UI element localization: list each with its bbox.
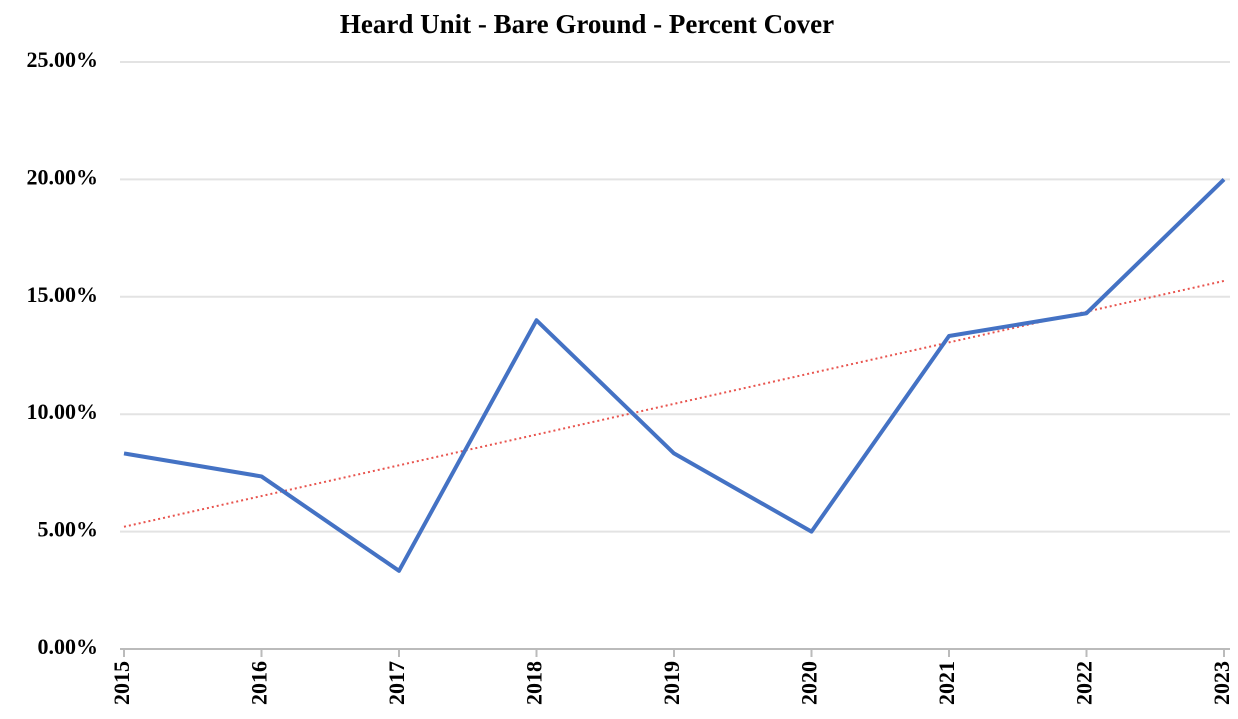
y-tick-label: 15.00% [27,282,99,307]
chart-title: Heard Unit - Bare Ground - Percent Cover [340,9,834,39]
x-tick-label: 2019 [659,661,684,705]
y-tick-label: 5.00% [38,517,99,542]
x-tick-label: 2015 [109,661,134,705]
x-tick-label: 2016 [247,661,272,705]
x-tick-label: 2022 [1072,661,1097,705]
line-series [123,177,1226,573]
y-tick-label: 20.00% [27,164,99,189]
x-tick-label: 2018 [522,661,547,705]
x-tick-label: 2017 [384,661,409,705]
x-tick-label: 2020 [797,661,822,705]
x-tick-label: 2023 [1209,661,1234,705]
y-tick-label: 25.00% [27,47,99,72]
x-tick-label: 2021 [934,661,959,705]
y-tick-label: 0.00% [38,634,99,659]
y-tick-label: 10.00% [27,399,99,424]
